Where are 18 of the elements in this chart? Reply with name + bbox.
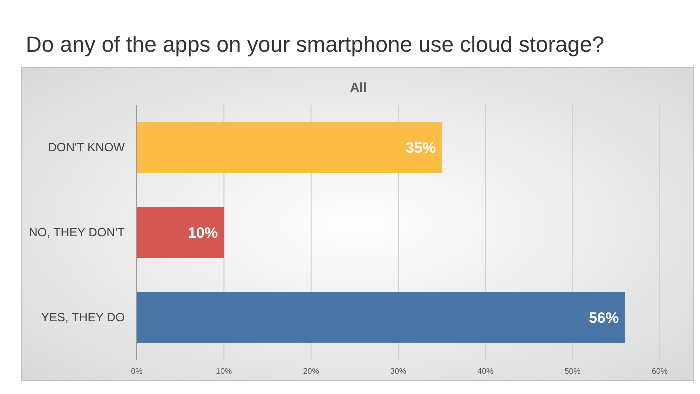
x-tick-label: 30%: [390, 367, 407, 376]
x-tick-label: 10%: [216, 367, 232, 376]
y-tick-label: NO, THEY DON'T: [29, 226, 126, 240]
x-tick-label: 0%: [131, 367, 143, 376]
data-label: 56%: [589, 310, 620, 327]
x-tick-label: 60%: [652, 367, 668, 376]
data-label: 35%: [406, 140, 436, 157]
x-tick-label: 40%: [478, 367, 494, 376]
x-tick-label: 50%: [564, 367, 581, 376]
y-tick-label: YES, THEY DO: [41, 310, 125, 325]
chart-title: Do any of the apps on your smartphone use cloud storage?: [26, 32, 604, 57]
bar: [137, 207, 224, 258]
chart-subtitle: All: [350, 80, 367, 95]
bar: [137, 292, 626, 343]
y-tick-label: DON'T KNOW: [48, 140, 126, 155]
data-label: 10%: [188, 224, 218, 242]
x-tick-label: 20%: [303, 367, 320, 376]
bar: [137, 122, 442, 173]
